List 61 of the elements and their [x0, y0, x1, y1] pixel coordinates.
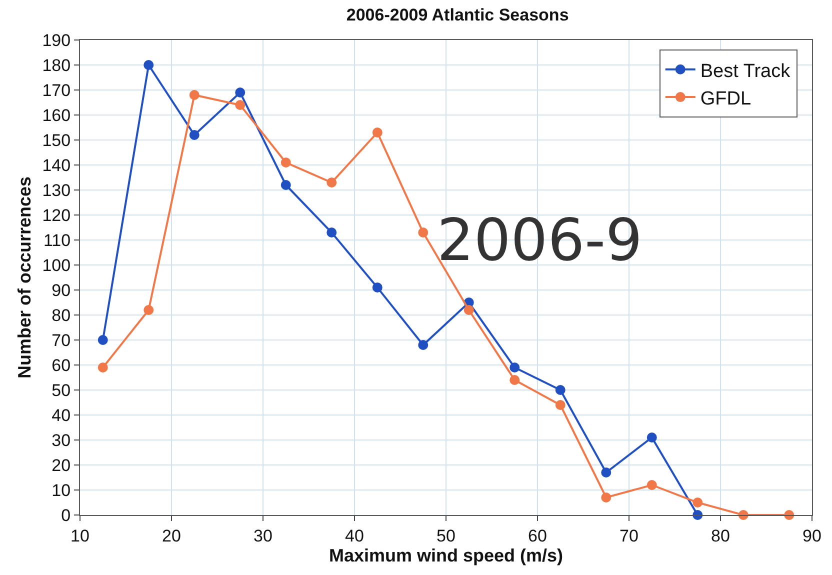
point — [601, 468, 612, 478]
x-tick-label: 70 — [620, 526, 638, 546]
point — [646, 480, 657, 490]
point — [189, 130, 200, 140]
x-tick-label: 30 — [254, 526, 272, 546]
y-tick-label: 120 — [42, 206, 71, 225]
y-tick-label: 0 — [61, 506, 71, 525]
y-axis-title: Number of occurrences — [14, 176, 34, 379]
x-tick-label: 90 — [802, 526, 822, 546]
y-tick-label: 20 — [52, 456, 71, 475]
y-tick-label: 190 — [42, 30, 71, 50]
point — [510, 375, 520, 385]
y-tick-label: 130 — [42, 180, 71, 200]
legend-label: GFDL — [700, 88, 752, 110]
point — [326, 228, 337, 238]
y-tick-label: 30 — [52, 430, 71, 450]
point — [418, 340, 428, 350]
x-tick-label: 80 — [711, 526, 730, 546]
point — [646, 432, 657, 442]
y-tick-label: 10 — [52, 480, 71, 500]
chart-title: 2006-2009 Atlantic Seasons — [346, 6, 569, 25]
point — [692, 498, 703, 508]
point — [189, 90, 200, 100]
y-tick-label: 60 — [52, 356, 71, 375]
point — [510, 362, 520, 372]
x-tick-label: 60 — [528, 526, 547, 546]
point — [464, 305, 474, 315]
y-tick-label: 150 — [42, 130, 71, 150]
y-tick-label: 90 — [52, 280, 71, 300]
y-tick-label: 40 — [52, 406, 71, 425]
point — [98, 362, 108, 372]
x-tick-label: 10 — [70, 526, 90, 546]
point — [372, 282, 382, 292]
y-tick-label: 100 — [42, 256, 71, 275]
point — [98, 335, 108, 345]
y-tick-label: 80 — [52, 306, 71, 325]
x-tick-label: 20 — [162, 526, 181, 546]
y-tick-label: 160 — [42, 106, 71, 125]
point — [280, 180, 291, 190]
y-tick-label: 50 — [52, 380, 71, 400]
y-tick-label: 170 — [42, 80, 71, 100]
point — [372, 128, 382, 138]
point — [280, 158, 291, 168]
legend-label: Best Track — [700, 60, 791, 82]
point — [235, 100, 246, 110]
point — [555, 385, 566, 395]
point — [326, 178, 337, 188]
y-tick-label: 140 — [42, 156, 71, 175]
x-tick-label: 40 — [345, 526, 364, 546]
point — [144, 305, 154, 315]
point — [235, 88, 246, 98]
y-tick-label: 110 — [43, 230, 71, 250]
point — [601, 492, 612, 502]
y-tick-label: 70 — [52, 330, 71, 350]
y-tick-label: 180 — [42, 56, 71, 75]
x-tick-label: 50 — [436, 526, 456, 546]
point — [418, 228, 428, 238]
point — [144, 60, 154, 70]
x-axis-title: Maximum wind speed (m/s) — [328, 546, 564, 566]
annotation: 2006-9 — [437, 206, 642, 274]
point — [555, 400, 566, 410]
